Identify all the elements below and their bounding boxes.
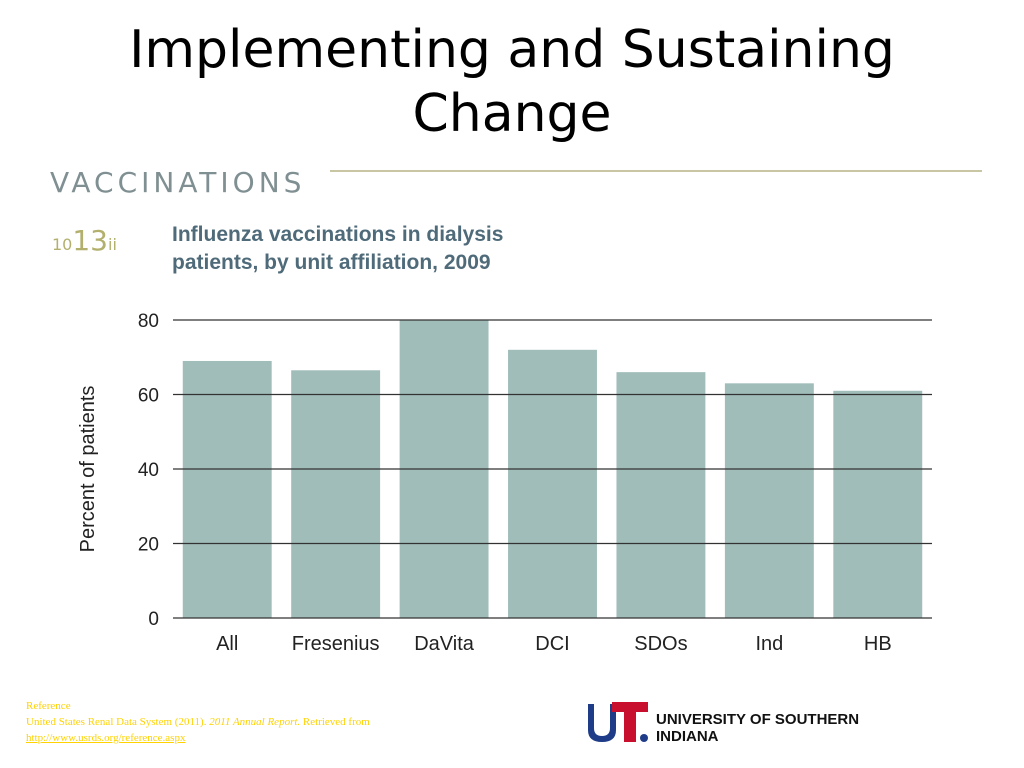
y-tick-label: 80 [138,311,159,332]
y-axis-label: Percent of patients [77,386,99,553]
bar-sdos [616,372,706,618]
bar-hb [833,390,923,618]
x-tick-label: All [216,633,238,655]
citation-prefix: United States Renal Data System (2011). [26,716,210,728]
x-tick-label: Fresenius [292,633,380,655]
citation-title: 2011 Annual Report. [209,716,301,728]
chart-title: Influenza vaccinations in dialysis patie… [172,221,592,277]
usi-logo-mark-icon [588,702,648,742]
usi-logo: UNIVERSITY OF SOUTHERN INDIANA [586,700,906,745]
reference-heading: Reference [26,700,71,712]
figure-number: 1013ii [52,224,117,257]
section-header: VACCINATIONS [50,166,306,199]
reference-block: Reference United States Renal Data Syste… [26,698,506,746]
figure-number-main: 13 [72,224,108,257]
x-tick-label: DaVita [414,633,475,655]
bar-all [182,360,272,618]
y-tick-label: 60 [138,386,159,407]
y-tick-label: 20 [138,535,159,556]
x-tick-label: Ind [755,633,783,655]
reference-citation: United States Renal Data System (2011). … [26,714,506,730]
bar-fresenius [291,370,381,618]
bar-chart: All Fresenius DaVita DCI SDOs Ind HB 0 20 40 60 80 P… [77,311,932,655]
chart-title-line-2: patients, by unit affiliation, 2009 [172,251,491,274]
figure-number-prefix: 10 [52,235,73,254]
x-tick-label: DCI [535,633,569,655]
chart-title-line-1: Influenza vaccinations in dialysis [172,223,504,246]
slide-title-line-2: Change [412,84,612,144]
section-divider [330,170,982,172]
slide-title: Implementing and Sustaining Change [0,18,1024,146]
bar-dci [508,349,597,618]
y-tick-label: 40 [138,460,159,481]
y-tick-label: 0 [148,609,159,630]
figure-number-sub: ii [108,235,117,254]
citation-suffix: Retrieved from [300,716,370,728]
x-tick-label: HB [864,633,892,655]
slide-title-line-1: Implementing and Sustaining [129,20,895,80]
x-tick-label: SDOs [634,633,687,655]
reference-link[interactable]: http://www.usrds.org/reference.aspx [26,732,186,744]
logo-text: UNIVERSITY OF SOUTHERN INDIANA [656,711,860,745]
bar-ind [724,383,814,618]
